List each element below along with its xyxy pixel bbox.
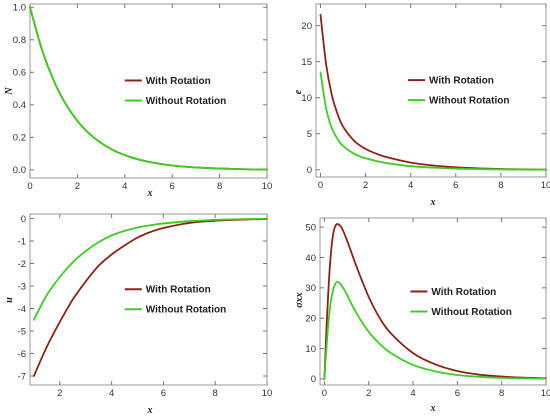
chart-panel-4: 0 2 4 6 8 10 0 10 20 30 40 50 x σxx With Rotation Witho…: [294, 217, 550, 414]
chart-panel-3: 2 4 6 8 10 -7 -6 -5 -4 -3 -2 -1 0 x u With Rotation With…: [4, 213, 273, 416]
y-tick-label: 0.2: [13, 133, 26, 144]
x-tick-label: 2: [57, 388, 62, 399]
y-tick-label: 50: [305, 222, 316, 233]
x-tick-label: 8: [217, 181, 222, 192]
plot-frame: [29, 3, 268, 179]
series-line-with-rotation: [323, 223, 547, 380]
plot-frame: [315, 3, 547, 178]
x-tick-label: 6: [453, 180, 458, 191]
plot-frame: [29, 213, 268, 386]
series-line-with-rotation: [319, 13, 547, 171]
series-line-with-rotation: [32, 218, 268, 377]
series-line-without-rotation: [319, 71, 547, 171]
x-tick-label: 4: [408, 180, 413, 191]
x-tick-label: 2: [363, 180, 368, 191]
y-tick-label: 40: [305, 253, 316, 264]
y-tick-label: 0.8: [13, 35, 26, 46]
legend-label-with-rotation: With Rotation: [431, 287, 496, 298]
x-tick-label: 6: [161, 388, 166, 399]
y-tick-label: -2: [18, 259, 26, 270]
y-tick-label: 30: [305, 283, 316, 294]
y-axis-label: N: [4, 87, 15, 96]
y-tick-label: 0: [21, 214, 26, 225]
x-axis-label: x: [430, 403, 436, 414]
chart-panel-1: 0 2 4 6 8 10 0.0 0.2 0.4 0.6 0.8 1.0 x N With Rotation…: [4, 3, 272, 199]
x-tick-label: 6: [455, 388, 460, 399]
legend-label-with-rotation: With Rotation: [429, 76, 494, 87]
y-tick-label: -3: [18, 281, 26, 292]
series-line-without-rotation: [29, 6, 268, 171]
y-tick-label: 10: [305, 344, 316, 355]
legend-label-without-rotation: Without Rotation: [429, 96, 509, 107]
y-tick-label: 20: [305, 314, 316, 325]
y-tick-label: -1: [18, 236, 26, 247]
x-tick-label: 10: [541, 388, 550, 399]
x-tick-label: 2: [366, 388, 371, 399]
y-tick-label: -4: [18, 304, 26, 315]
legend-label-without-rotation: Without Rotation: [146, 96, 226, 107]
x-tick-label: 10: [262, 388, 273, 399]
y-tick-label: 0: [311, 374, 316, 385]
series-line-with-rotation: [29, 6, 268, 171]
x-axis-label: x: [147, 405, 153, 416]
x-tick-label: 10: [541, 180, 550, 191]
legend-label-without-rotation: Without Rotation: [146, 305, 226, 316]
y-tick-label: 10: [301, 93, 312, 104]
x-axis-label: x: [147, 188, 153, 199]
y-tick-label: 0.0: [13, 165, 26, 176]
x-tick-label: 4: [109, 388, 114, 399]
y-tick-label: 0.6: [13, 68, 26, 79]
y-tick-label: -6: [18, 349, 26, 360]
x-tick-label: 8: [498, 180, 503, 191]
x-tick-label: 0: [322, 388, 327, 399]
y-axis-label: u: [4, 297, 15, 303]
y-tick-label: 15: [301, 57, 312, 68]
y-tick-label: 5: [307, 129, 312, 140]
chart-panel-2: 0 2 4 6 8 10 0 5 10 15 20 x e With Rotation Without Ro…: [293, 3, 550, 208]
x-tick-label: 0: [318, 180, 323, 191]
series-line-without-rotation: [32, 217, 268, 321]
legend-label-with-rotation: With Rotation: [146, 285, 211, 296]
x-tick-label: 8: [499, 388, 504, 399]
legend-label-with-rotation: With Rotation: [146, 76, 211, 87]
x-tick-label: 10: [262, 181, 273, 192]
y-axis-label: e: [293, 89, 304, 94]
x-tick-label: 4: [122, 181, 127, 192]
x-tick-label: 0: [27, 181, 32, 192]
legend-label-without-rotation: Without Rotation: [431, 307, 511, 318]
x-tick-label: 6: [170, 181, 175, 192]
y-tick-label: 1.0: [13, 3, 26, 14]
series-line-without-rotation: [323, 280, 547, 380]
y-axis-label: σxx: [294, 292, 305, 307]
x-tick-label: 2: [75, 181, 80, 192]
x-tick-label: 8: [213, 388, 218, 399]
x-axis-label: x: [430, 197, 436, 208]
y-tick-label: 0: [307, 165, 312, 176]
x-tick-label: 4: [410, 388, 415, 399]
y-tick-label: 0.4: [13, 100, 26, 111]
plot-frame: [319, 217, 547, 386]
y-tick-label: -5: [18, 326, 26, 337]
y-tick-label: 20: [301, 21, 312, 32]
y-tick-label: -7: [18, 371, 26, 382]
